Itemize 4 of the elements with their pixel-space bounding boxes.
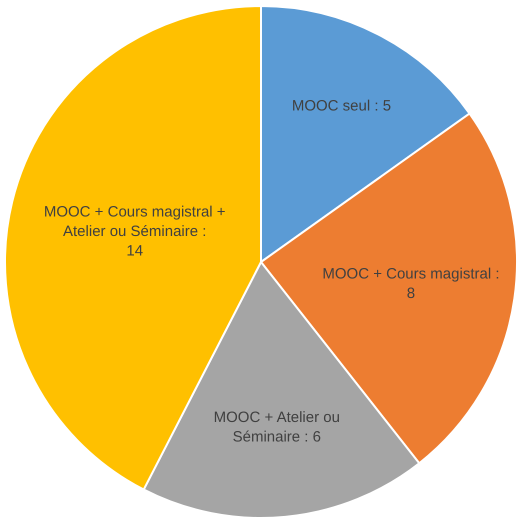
slice-label: MOOC + Atelier ou Séminaire : 6 xyxy=(214,409,340,446)
slice-label: MOOC + Cours magistral + Atelier ou Séminaire : 14 xyxy=(44,203,226,260)
slice-label: MOOC seul : 5 xyxy=(292,97,392,114)
slice-label: MOOC + Cours magistral : 8 xyxy=(322,265,500,302)
